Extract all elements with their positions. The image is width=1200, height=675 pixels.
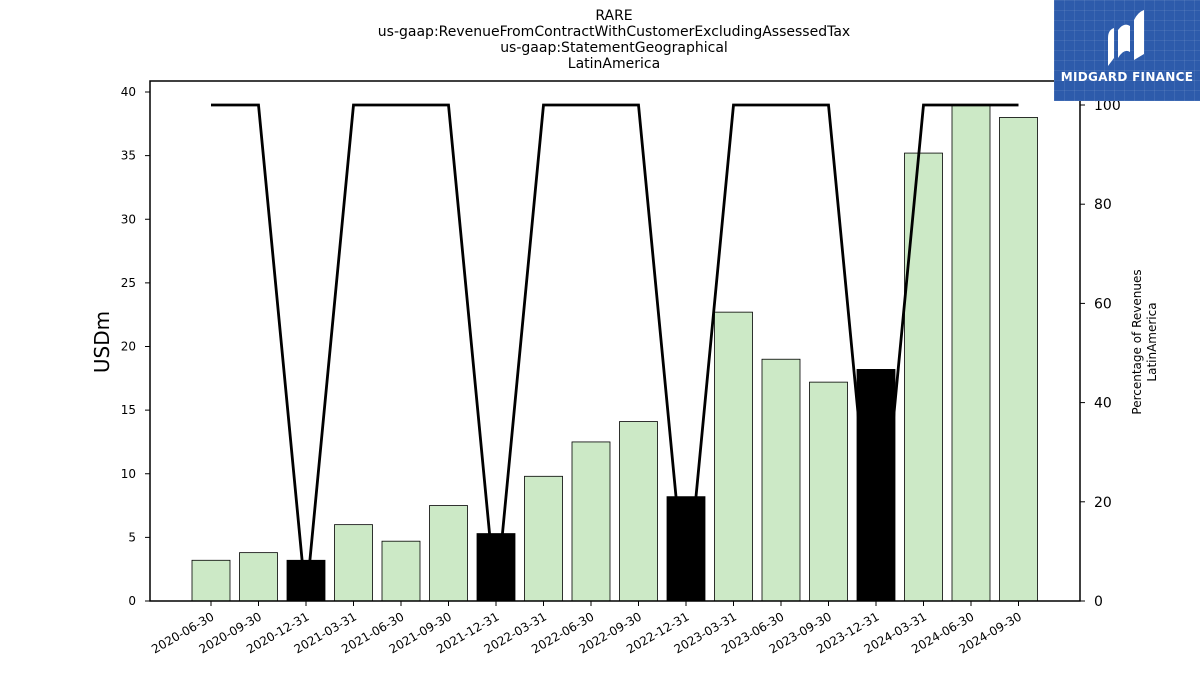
bar-2024-09-30	[999, 117, 1038, 602]
y-axis-left: 0 5 10 15 20 25 30 35 40	[121, 85, 150, 608]
brand-logo: MIDGARD FINANCE	[1054, 0, 1200, 101]
x-axis: 2020-06-302020-09-302020-12-312021-03-31…	[149, 601, 1024, 656]
title-line-4: LatinAmerica	[568, 56, 660, 72]
y-tick-label-right: 0	[1094, 594, 1103, 610]
logo-text: MIDGARD FINANCE	[1060, 70, 1194, 84]
y-axis-label-right-line-2: LatinAmerica	[1145, 302, 1159, 381]
bar-2021-03-31	[334, 524, 373, 602]
bar-2020-09-30	[239, 552, 278, 602]
title-line-2: us-gaap:RevenueFromContractWithCustomerE…	[378, 24, 850, 40]
y-tick-label-left: 0	[128, 594, 136, 608]
y-axis-label-right-line-1: Percentage of Revenues	[1130, 269, 1144, 414]
y-tick-label-left: 20	[121, 340, 136, 354]
plot-frame	[149, 80, 1081, 602]
bar-2023-03-31	[714, 311, 753, 602]
title-line-3: us-gaap:StatementGeographical	[500, 40, 728, 56]
bar-series	[191, 104, 1038, 602]
bar-2023-09-30	[809, 381, 848, 602]
bar-2022-06-30	[571, 441, 611, 602]
bar-2021-06-30	[381, 540, 421, 602]
y-tick-label-right: 20	[1094, 495, 1112, 511]
bar-2023-12-31	[856, 369, 896, 602]
y-axis-label-left: USDm	[90, 311, 114, 373]
y-axis-right: 0 20 40 60 80 100	[1080, 98, 1121, 610]
y-tick-label-left: 15	[121, 403, 136, 417]
y-tick-label-right: 60	[1094, 296, 1112, 312]
y-tick-label-left: 10	[121, 467, 136, 481]
percentage-line	[211, 103, 1019, 602]
bar-2023-06-30	[761, 358, 801, 602]
bar-2022-03-31	[524, 475, 563, 602]
line-series	[211, 103, 1019, 602]
bar-2024-06-30	[951, 104, 991, 602]
logo-mark-icon	[1108, 10, 1144, 66]
chart-title: RARE us-gaap:RevenueFromContractWithCust…	[378, 8, 850, 72]
bar-2024-03-31	[904, 152, 943, 602]
y-tick-label-left: 5	[128, 530, 136, 544]
y-tick-label-left: 30	[121, 212, 136, 226]
y-tick-label-right: 40	[1094, 396, 1112, 412]
bar-2021-09-30	[429, 505, 468, 602]
y-tick-label-right: 100	[1094, 98, 1121, 114]
y-tick-label-right: 80	[1094, 197, 1112, 213]
bar-2020-06-30	[191, 559, 231, 602]
bar-2022-09-30	[619, 421, 658, 602]
y-tick-label-left: 40	[121, 85, 136, 99]
y-tick-label-left: 25	[121, 276, 136, 290]
title-line-1: RARE	[595, 8, 632, 24]
y-tick-label-left: 35	[121, 149, 136, 163]
bar-2022-12-31	[666, 496, 706, 602]
